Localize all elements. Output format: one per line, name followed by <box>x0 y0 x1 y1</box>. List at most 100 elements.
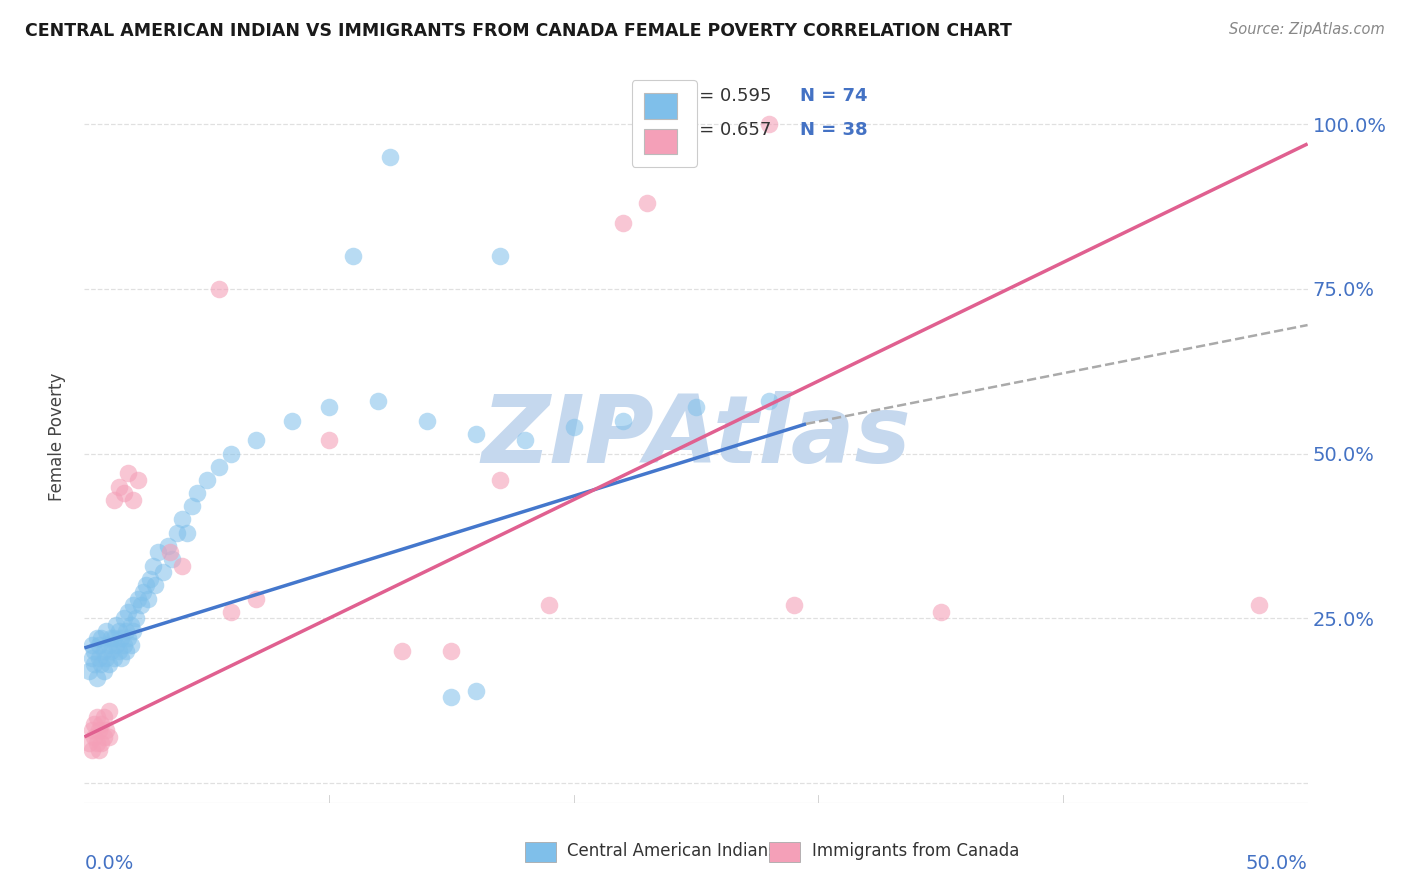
Point <box>80 650 103 665</box>
Point <box>172 512 194 526</box>
Point <box>90 657 112 672</box>
Point <box>464 426 486 441</box>
Point <box>97 638 120 652</box>
Point <box>208 282 231 296</box>
Point <box>96 624 118 639</box>
Point <box>636 196 658 211</box>
Point <box>93 730 115 744</box>
Point <box>464 683 486 698</box>
Point <box>208 459 231 474</box>
Point <box>86 631 108 645</box>
Point <box>380 150 402 164</box>
Point <box>87 723 110 738</box>
Point <box>783 598 806 612</box>
Point <box>90 737 112 751</box>
Point <box>90 631 112 645</box>
Point <box>90 716 112 731</box>
Point <box>105 618 128 632</box>
Point <box>127 473 149 487</box>
Point <box>132 585 155 599</box>
Point <box>562 420 585 434</box>
Text: Source: ZipAtlas.com: Source: ZipAtlas.com <box>1229 22 1385 37</box>
Text: R = 0.657: R = 0.657 <box>682 121 772 139</box>
Point <box>103 650 125 665</box>
Point <box>100 644 122 658</box>
Point <box>318 434 340 448</box>
Point <box>96 723 118 738</box>
Point <box>83 716 105 731</box>
Point <box>181 500 204 514</box>
Point <box>176 525 198 540</box>
Point <box>100 631 122 645</box>
Point <box>127 591 149 606</box>
Point <box>416 414 439 428</box>
Point <box>87 638 110 652</box>
Point <box>135 578 157 592</box>
Point <box>86 671 108 685</box>
Text: N = 38: N = 38 <box>800 121 868 139</box>
Point <box>162 552 184 566</box>
Point <box>115 644 138 658</box>
Text: ZIPAtlas: ZIPAtlas <box>481 391 911 483</box>
Point <box>219 446 242 460</box>
Y-axis label: Female Poverty: Female Poverty <box>48 373 66 501</box>
Point <box>87 650 110 665</box>
Point <box>107 624 129 639</box>
Point <box>80 638 103 652</box>
Point <box>513 434 536 448</box>
Legend: , : , <box>631 80 696 167</box>
Point <box>97 704 120 718</box>
Point <box>77 737 100 751</box>
Point <box>93 664 115 678</box>
Point <box>105 638 128 652</box>
Point <box>219 605 242 619</box>
Point <box>86 737 108 751</box>
Point <box>129 598 152 612</box>
Point <box>318 401 340 415</box>
Point <box>391 644 413 658</box>
Point <box>489 473 512 487</box>
Point <box>103 492 125 507</box>
Point <box>245 434 267 448</box>
Point <box>107 479 129 493</box>
Point <box>125 611 148 625</box>
Point <box>80 743 103 757</box>
Point <box>489 249 512 263</box>
Point <box>367 393 389 408</box>
Point <box>685 401 707 415</box>
Point <box>612 216 634 230</box>
Point <box>115 624 138 639</box>
Point <box>80 723 103 738</box>
Point <box>440 690 463 705</box>
Point <box>77 664 100 678</box>
Point <box>97 657 120 672</box>
Point <box>122 624 145 639</box>
Point <box>142 558 165 573</box>
Point <box>1247 598 1270 612</box>
Point <box>195 473 218 487</box>
Point <box>83 730 105 744</box>
Text: 0.0%: 0.0% <box>84 854 134 873</box>
Point <box>110 631 132 645</box>
Point <box>152 565 174 579</box>
Point <box>117 631 139 645</box>
Point <box>103 631 125 645</box>
Point <box>146 545 169 559</box>
Point <box>929 605 952 619</box>
Point <box>117 605 139 619</box>
Point <box>758 393 780 408</box>
Point <box>143 578 166 592</box>
Point <box>93 644 115 658</box>
Point <box>110 650 132 665</box>
Point <box>136 591 159 606</box>
Point <box>83 644 105 658</box>
Text: N = 74: N = 74 <box>800 87 868 105</box>
Point <box>107 644 129 658</box>
Text: Central American Indians: Central American Indians <box>567 842 776 860</box>
Point <box>159 545 181 559</box>
Point <box>281 414 304 428</box>
Point <box>86 710 108 724</box>
Point <box>97 730 120 744</box>
Point <box>120 618 142 632</box>
Point <box>112 638 135 652</box>
